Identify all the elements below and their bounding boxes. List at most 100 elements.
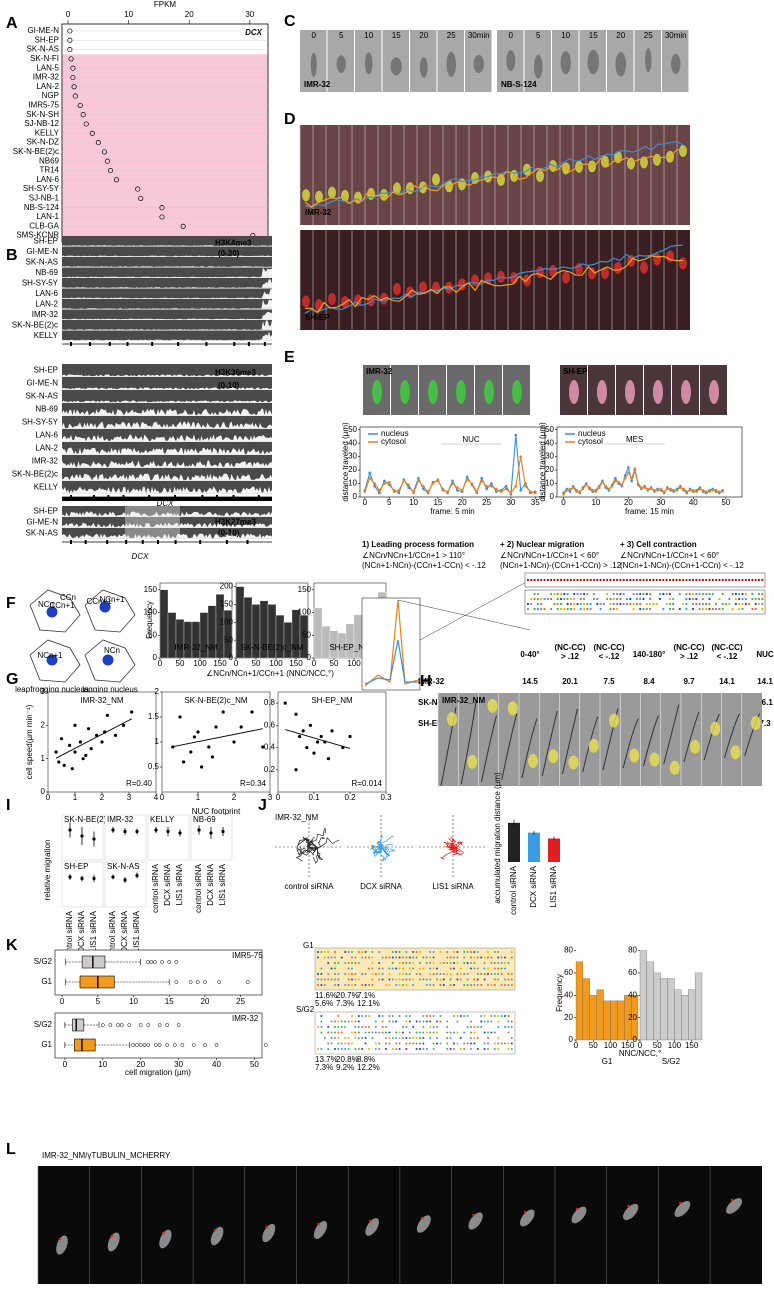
raster-dot <box>436 1032 438 1034</box>
raster-dot <box>470 968 472 970</box>
cell <box>420 57 428 77</box>
raster-dot <box>504 968 506 970</box>
raster-dot <box>460 1048 462 1050</box>
exon <box>233 342 235 346</box>
raster-dot <box>358 979 360 981</box>
series-point <box>666 488 669 491</box>
raster-dot <box>378 1032 380 1034</box>
bar <box>508 823 520 862</box>
raster-dot <box>494 973 496 975</box>
track <box>62 257 272 267</box>
raster-dot <box>409 962 411 964</box>
scatter-point <box>316 740 319 743</box>
raster-dot <box>609 603 611 605</box>
raster-dot <box>334 1026 336 1028</box>
scatter-point <box>240 725 243 728</box>
raster-dot <box>467 962 469 964</box>
series-point <box>485 485 488 488</box>
raster-dot <box>490 962 492 964</box>
raster-dot <box>633 603 635 605</box>
raster-dot <box>501 968 503 970</box>
raster-dot <box>361 951 363 953</box>
sample-label: SK-N-AS <box>26 257 58 266</box>
time-label: 25 <box>644 31 653 40</box>
sample-label: LAN-2 <box>35 299 58 308</box>
raster-dot <box>331 968 333 970</box>
raster-dot <box>570 603 572 605</box>
raster-dot <box>738 579 740 581</box>
percent-label: 12.1% <box>357 999 380 1008</box>
cell-line-label: SK-N-AS <box>27 45 59 54</box>
raster-dot <box>563 579 565 581</box>
raster-dot <box>334 962 336 964</box>
raster-dot <box>550 579 552 581</box>
raster-dot <box>463 1015 465 1017</box>
raster-dot <box>494 962 496 964</box>
raster-dot <box>354 1021 356 1023</box>
raster-dot <box>450 1032 452 1034</box>
series-point <box>656 489 659 492</box>
series-point <box>490 485 493 488</box>
raster-dot <box>629 598 631 600</box>
x-tick-label: 30 <box>656 498 665 507</box>
raster-dot <box>692 598 694 600</box>
raster-dot <box>497 1048 499 1050</box>
x-tick-label: 0 <box>234 659 239 668</box>
x-tick-label: 15 <box>433 498 442 507</box>
sample-label: KELLY <box>34 331 59 340</box>
raster-dot <box>368 1032 370 1034</box>
raster-dot <box>320 951 322 953</box>
raster-dot <box>473 1032 475 1034</box>
raster-dot <box>416 1043 418 1045</box>
series-point <box>393 490 396 493</box>
x-tick-label: 25 <box>482 498 491 507</box>
exon <box>226 540 228 544</box>
raster-dot <box>507 1032 509 1034</box>
raster-dot <box>490 984 492 986</box>
raster-dot <box>433 968 435 970</box>
series-point <box>417 480 420 483</box>
cell <box>419 281 427 293</box>
scatter-point <box>63 764 66 767</box>
highlight <box>548 749 558 763</box>
exon <box>199 540 201 544</box>
cell-line-label: SK-N-FI <box>30 54 59 63</box>
cell-line-label: GI-ME-N <box>27 26 59 35</box>
series-point <box>519 455 522 458</box>
raster-dot <box>348 984 350 986</box>
raster-dot <box>317 979 319 981</box>
series-point <box>595 490 598 493</box>
scatter-point <box>73 724 76 727</box>
raster-dot <box>473 1037 475 1039</box>
raster-dot <box>534 608 536 610</box>
plot-title: IMR-32 <box>107 815 134 824</box>
track <box>62 331 272 341</box>
scatter-point <box>294 768 297 771</box>
plot-title: SK-N-BE(2)c_NM <box>240 643 303 652</box>
cell <box>447 52 456 77</box>
raster-dot <box>662 608 664 610</box>
plot-label: S/G2 <box>662 1057 681 1066</box>
mean-point <box>135 830 138 833</box>
x-tick-label: 20 <box>458 498 467 507</box>
raster-dot <box>501 984 503 986</box>
sample-label: SH-EP <box>34 236 58 245</box>
raster-dot <box>596 598 598 600</box>
y-tick-label: 100 <box>220 617 234 626</box>
raster-dot <box>484 968 486 970</box>
raster-dot <box>537 603 539 605</box>
raster-dot <box>504 984 506 986</box>
x-tick-label: 30 <box>506 498 515 507</box>
series-point <box>630 477 633 480</box>
time-label: 15 <box>392 31 401 40</box>
raster-dot <box>348 979 350 981</box>
raster-dot <box>422 1048 424 1050</box>
highlight <box>528 754 538 768</box>
series-point <box>692 489 695 492</box>
track <box>62 268 272 278</box>
x-tick-label: 0.1 <box>308 793 320 802</box>
raster-dot <box>456 1021 458 1023</box>
raster-dot <box>501 973 503 975</box>
raster-dot <box>613 603 615 605</box>
cell-line-label: NGP <box>42 91 59 100</box>
